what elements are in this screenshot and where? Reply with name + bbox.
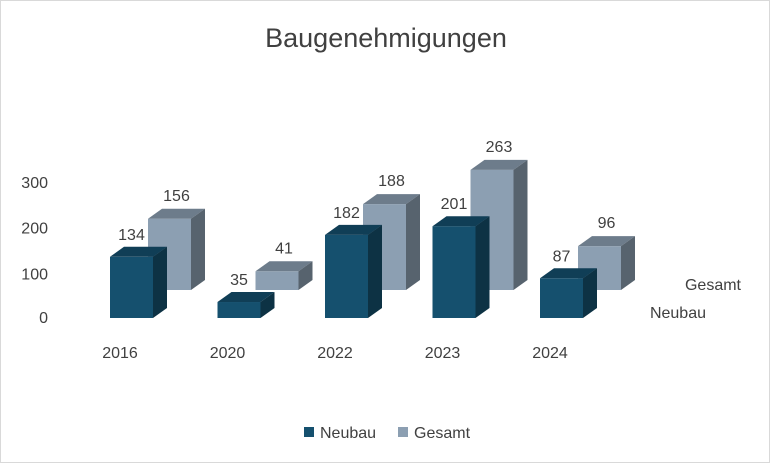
depth-axis: Gesamt Neubau — [650, 277, 742, 322]
bar-gesamt-2024-top — [578, 236, 635, 247]
bar-gesamt-2020-top — [255, 261, 313, 272]
bar-neubau-2016-front — [110, 256, 153, 318]
bar-neubau-2020-side — [260, 292, 275, 318]
data-label-gesamt: 156 — [163, 188, 190, 205]
bar-gesamt-2023-top — [470, 159, 528, 170]
bar-gesamt-2023-side — [513, 159, 528, 290]
data-label-neubau: 35 — [230, 272, 248, 289]
data-label-neubau: 201 — [441, 196, 468, 213]
bar-neubau-2024 — [540, 268, 597, 318]
bar-neubau-2023 — [432, 216, 490, 318]
chart-title: Baugenehmigungen — [265, 23, 507, 53]
depth-label-gesamt: Gesamt — [685, 277, 742, 294]
legend: Neubau Gesamt — [304, 425, 471, 442]
data-label-neubau: 87 — [553, 248, 571, 265]
y-axis: 0 100 200 300 — [21, 175, 48, 327]
bar-gesamt-2024-side — [621, 236, 635, 290]
bar-gesamt-2016-top — [148, 208, 205, 219]
bar-gesamt-2020-front — [255, 271, 299, 290]
y-tick-label: 300 — [21, 175, 48, 192]
legend-swatch-neubau — [304, 427, 314, 437]
bar-neubau-2022 — [325, 224, 382, 318]
x-axis: 2016 2020 2022 2023 2024 — [102, 345, 568, 362]
depth-label-neubau: Neubau — [650, 305, 706, 322]
x-tick-label: 2020 — [210, 345, 246, 362]
bar-neubau-2023-top — [432, 216, 490, 227]
bar-gesamt-2020-side — [298, 261, 313, 290]
x-tick-label: 2016 — [102, 345, 138, 362]
bar-neubau-2022-front — [325, 234, 368, 318]
data-label-neubau: 134 — [118, 227, 145, 244]
legend-label-neubau: Neubau — [320, 425, 376, 442]
x-tick-label: 2024 — [532, 345, 568, 362]
legend-swatch-gesamt — [398, 427, 408, 437]
bar-neubau-2024-front — [540, 278, 583, 318]
bar-gesamt-2022-side — [406, 194, 420, 290]
bar-gesamt-2024 — [578, 236, 635, 290]
data-label-gesamt: 188 — [378, 173, 405, 190]
y-tick-label: 100 — [21, 266, 48, 283]
data-label-gesamt: 41 — [275, 240, 293, 257]
bar-neubau-2022-side — [368, 224, 382, 318]
data-label-neubau: 182 — [333, 205, 360, 222]
bar-neubau-2016-top — [110, 246, 167, 257]
x-tick-label: 2022 — [317, 345, 353, 362]
bar-gesamt-2016-side — [191, 208, 205, 290]
y-tick-label: 200 — [21, 221, 48, 238]
x-tick-label: 2023 — [425, 345, 461, 362]
bar-neubau-2024-side — [583, 268, 597, 318]
bar-neubau-2020-front — [217, 302, 261, 318]
bar-gesamt-2020 — [255, 261, 313, 290]
bar-gesamt-2022-top — [363, 194, 420, 205]
data-label-gesamt: 96 — [598, 215, 616, 232]
bar-neubau-2016-side — [153, 246, 167, 318]
bar-neubau-2023-side — [475, 216, 490, 318]
bar-neubau-2024-top — [540, 268, 597, 279]
bar-neubau-2020 — [217, 292, 275, 318]
bar-neubau-2022-top — [325, 224, 382, 235]
y-tick-label: 0 — [39, 310, 48, 327]
plot-area — [110, 159, 635, 318]
bar-neubau-2023-front — [432, 226, 476, 318]
legend-label-gesamt: Gesamt — [414, 425, 471, 442]
bar-neubau-2016 — [110, 246, 167, 318]
data-label-gesamt: 263 — [486, 139, 513, 156]
bar-neubau-2020-top — [217, 292, 275, 303]
data-labels: 156 41 188 263 96 134 35 182 201 87 — [118, 139, 615, 289]
